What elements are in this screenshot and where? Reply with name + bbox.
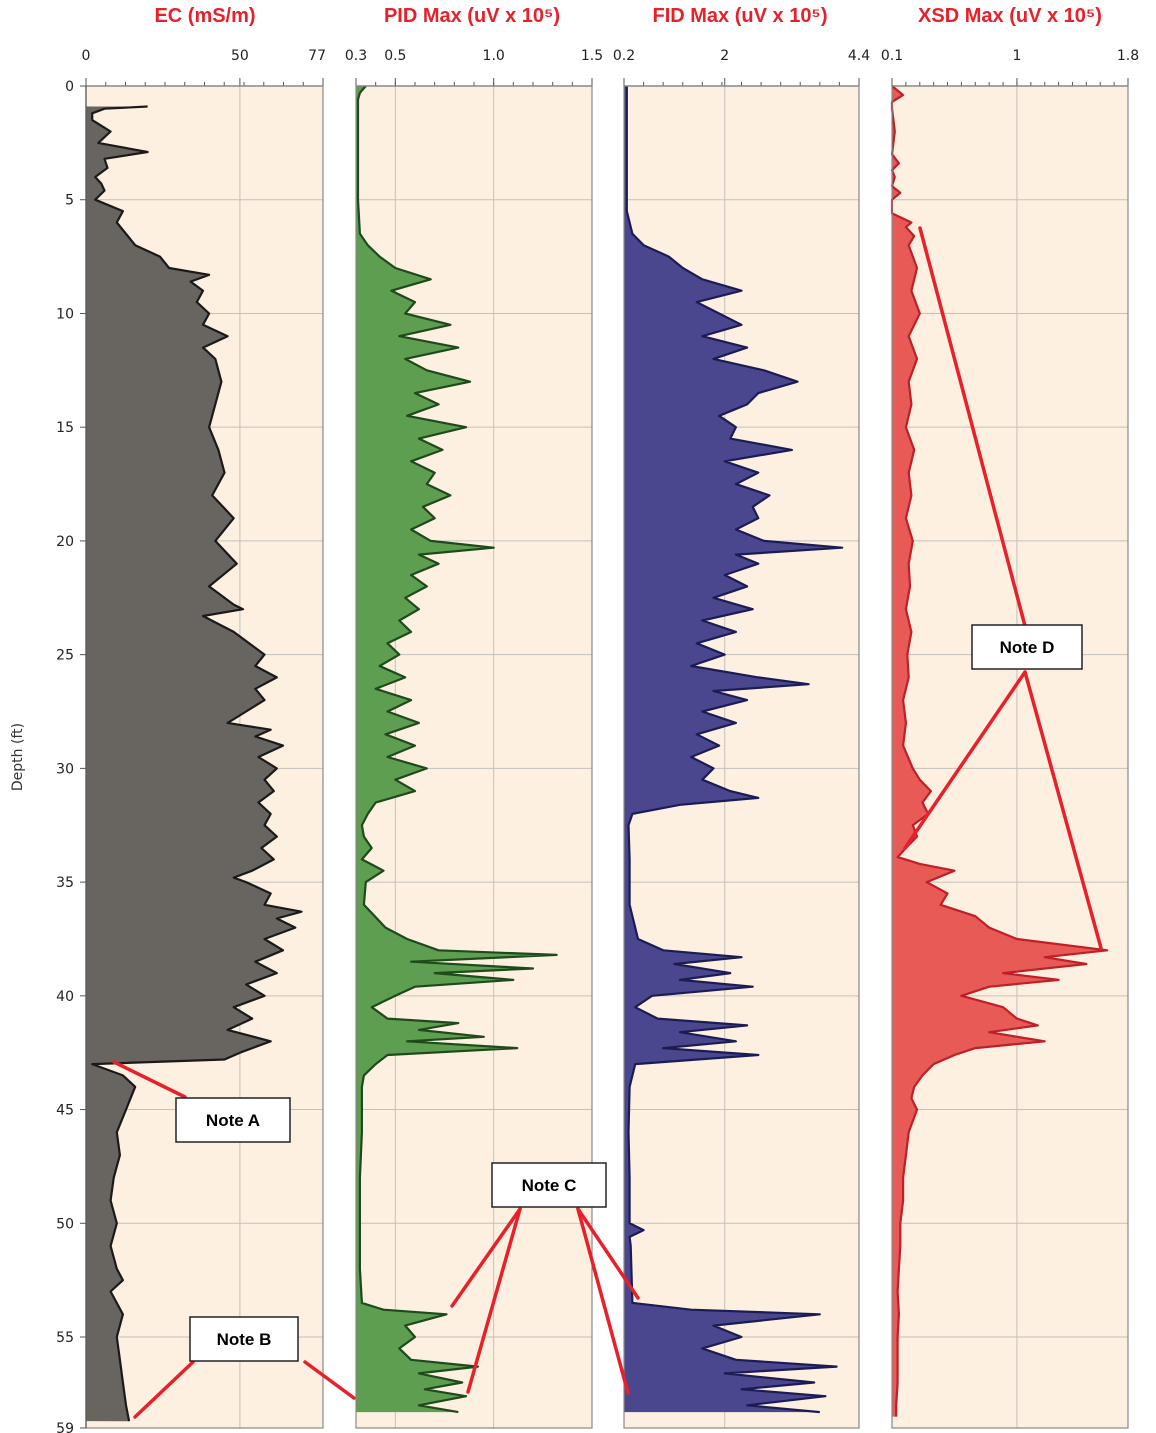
y-tick-label: 35 bbox=[56, 875, 74, 891]
y-tick-label: 55 bbox=[56, 1330, 74, 1346]
note-a-label: Note A bbox=[206, 1111, 260, 1130]
track-frame bbox=[891, 85, 1129, 1429]
note-leader-line bbox=[1023, 670, 1103, 950]
note-c-label: Note C bbox=[522, 1176, 577, 1195]
x-tick-label: 0.3 bbox=[345, 48, 367, 64]
track-1: 0 50 77 EC (mS/m) bbox=[82, 5, 326, 1429]
note-leader-line bbox=[918, 226, 1027, 628]
data-trace bbox=[356, 85, 558, 1414]
track-frame bbox=[355, 85, 593, 1429]
x-tick-label: 0.5 bbox=[384, 48, 406, 64]
note-leader-line bbox=[576, 1207, 630, 1395]
depth-axis: 0 5 10 15 20 25 30 35 40 45 50 55 59 Depth (ft) bbox=[10, 79, 87, 1433]
x-tick-label: 50 bbox=[231, 48, 249, 64]
y-tick-label: 5 bbox=[65, 193, 74, 209]
y-tick-label: 20 bbox=[56, 534, 74, 550]
x-tick-label: 4.4 bbox=[848, 48, 870, 64]
note-c-box bbox=[491, 1162, 607, 1208]
note-leader-line bbox=[133, 1360, 195, 1419]
x-tick-label: 1 bbox=[1012, 48, 1021, 64]
x-tick-label: 77 bbox=[308, 48, 326, 64]
y-tick-label: 30 bbox=[56, 761, 74, 777]
y-axis-label: Depth (ft) bbox=[10, 723, 26, 791]
x-tick-label: 1.8 bbox=[1117, 48, 1139, 64]
track-4: 0.1 1 1.8 XSD Max (uV x 10⁵) bbox=[881, 5, 1139, 1429]
annotations: Note A Note B Note C Note D bbox=[112, 226, 1103, 1419]
track-frame bbox=[623, 85, 860, 1429]
track-title: FID Max (uV x 10⁵) bbox=[653, 5, 828, 27]
x-tick-label: 0.1 bbox=[881, 48, 903, 64]
note-leader-line bbox=[112, 1060, 187, 1099]
note-leader-line bbox=[903, 670, 1027, 850]
note-leader-line bbox=[576, 1207, 640, 1300]
track-3: 0.2 2 4.4 FID Max (uV x 10⁵) bbox=[613, 5, 870, 1429]
note-leader-line bbox=[303, 1360, 356, 1400]
track-2: 0.3 0.5 1.0 1.5 PID Max (uV x 10⁵) bbox=[345, 5, 603, 1429]
note-b-label: Note B bbox=[217, 1330, 272, 1349]
data-trace bbox=[91, 105, 303, 1422]
note-a-box bbox=[175, 1097, 291, 1143]
note-d-label: Note D bbox=[1000, 638, 1055, 657]
track-title: XSD Max (uV x 10⁵) bbox=[918, 5, 1102, 27]
data-area bbox=[86, 106, 302, 1422]
y-tick-label: 59 bbox=[56, 1421, 74, 1433]
x-tick-label: 0 bbox=[82, 48, 91, 64]
y-tick-label: 15 bbox=[56, 420, 74, 436]
x-tick-label: 1.5 bbox=[581, 48, 603, 64]
track-title: PID Max (uV x 10⁵) bbox=[384, 5, 560, 27]
track-title: EC (mS/m) bbox=[154, 5, 255, 27]
x-tick-label: 2 bbox=[720, 48, 729, 64]
data-area bbox=[356, 86, 557, 1413]
y-tick-label: 40 bbox=[56, 989, 74, 1005]
note-leader-line bbox=[450, 1207, 522, 1308]
x-tick-label: 1.0 bbox=[483, 48, 505, 64]
note-b-box bbox=[189, 1316, 299, 1362]
data-area bbox=[624, 86, 843, 1413]
y-tick-label: 10 bbox=[56, 306, 74, 322]
data-trace bbox=[625, 86, 844, 1414]
y-tick-label: 50 bbox=[56, 1216, 74, 1232]
data-trace bbox=[890, 85, 1109, 1417]
y-tick-label: 25 bbox=[56, 648, 74, 664]
y-tick-label: 45 bbox=[56, 1103, 74, 1119]
note-d-box bbox=[971, 624, 1083, 670]
track-background bbox=[892, 86, 1128, 1428]
note-leader-line bbox=[466, 1207, 522, 1394]
x-tick-label: 0.2 bbox=[613, 48, 635, 64]
y-tick-label: 0 bbox=[65, 79, 74, 95]
